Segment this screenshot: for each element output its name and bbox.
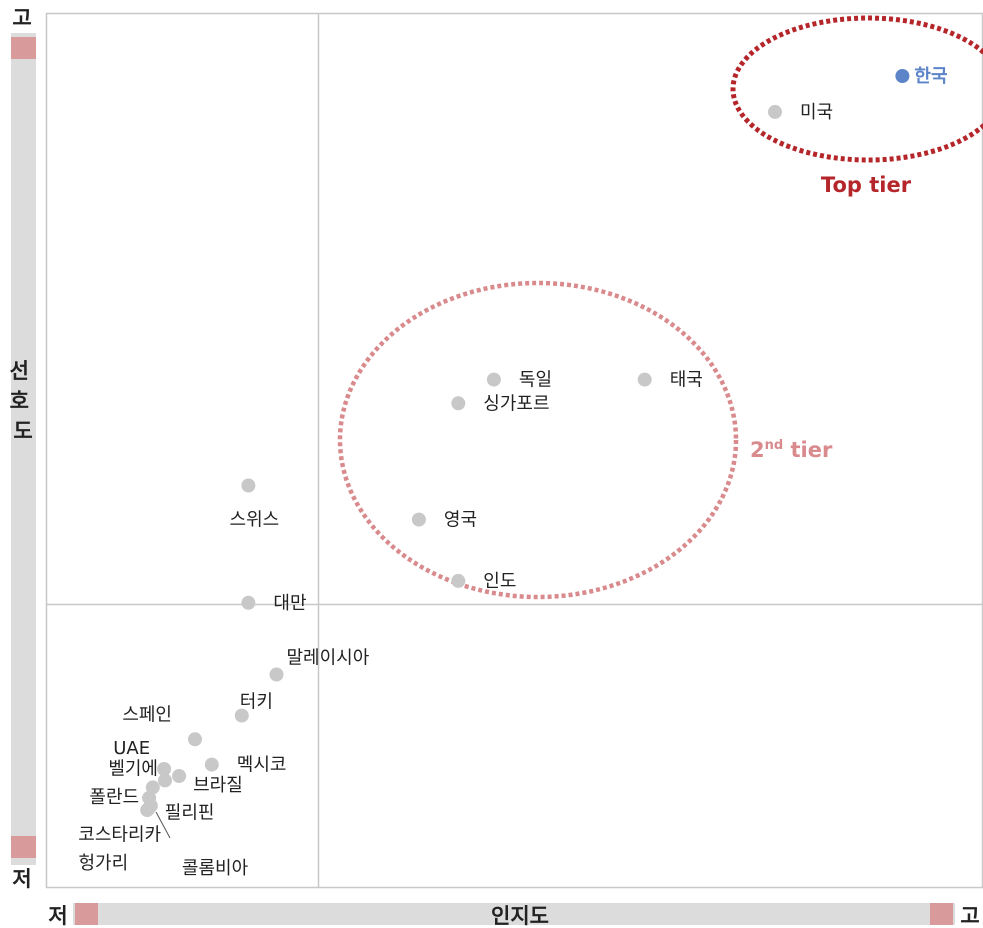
point-12 [204, 757, 219, 772]
y-axis-bar [11, 33, 36, 865]
point-0 [895, 69, 910, 83]
point-8 [241, 595, 256, 610]
point-label-5: 스위스 [230, 510, 280, 531]
point-label-1: 미국 [800, 102, 833, 123]
point-label-8: 대만 [273, 593, 306, 614]
x-axis-high-marker [930, 903, 953, 925]
second-tier-label: 2nd tier [750, 438, 833, 462]
x-axis-title: 인지도 [491, 904, 549, 928]
second-tier-ellipse [337, 280, 739, 600]
x-axis-bar [73, 903, 955, 925]
point-label-18: 콜롬비아 [182, 858, 249, 879]
point-6 [411, 512, 426, 527]
point-3 [486, 372, 501, 387]
top-tier-ellipse [730, 15, 983, 163]
point-label-12: 멕시코 [237, 755, 287, 776]
point-label-15: 벨기에 [108, 758, 158, 779]
point-label-17: 폴란드 [89, 787, 139, 808]
point-10 [234, 708, 249, 723]
plot-frame [45, 12, 983, 889]
point-4 [451, 396, 466, 411]
point-20 [140, 803, 155, 818]
point-label-20: 헝가리 [79, 853, 129, 874]
y-high-label: 고 [12, 6, 31, 30]
point-label-11: 스페인 [122, 704, 172, 725]
point-15 [158, 773, 172, 788]
point-5 [241, 478, 256, 493]
point-label-9: 말레이시아 [287, 648, 370, 669]
y-axis-title: 선 호 도 [10, 359, 37, 443]
point-label-3: 독일 [519, 370, 552, 391]
y-axis-low-marker [11, 836, 36, 858]
point-label-13: UAE [113, 738, 150, 759]
point-9 [269, 667, 284, 682]
top-tier-label: Top tier [821, 173, 912, 197]
point-label-10: 터키 [240, 692, 273, 713]
point-14 [172, 769, 187, 783]
x-high-label: 고 [960, 904, 979, 928]
x-low-label: 저 [48, 904, 67, 928]
y-axis-high-marker [11, 37, 36, 59]
point-label-19: 코스타리카 [78, 824, 161, 845]
point-7 [451, 573, 466, 588]
point-label-7: 인도 [483, 571, 516, 592]
point-13 [157, 762, 172, 776]
point-16 [145, 780, 160, 795]
point-label-2: 태국 [670, 370, 703, 391]
point-2 [637, 372, 652, 387]
point-label-16: 필리핀 [165, 802, 215, 823]
point-label-14: 브라질 [193, 775, 243, 796]
point-label-0: 한국 [914, 66, 947, 87]
x-axis-low-marker [75, 903, 98, 925]
leader-line-colombia [155, 811, 171, 839]
point-label-4: 싱가포르 [483, 393, 549, 414]
y-low-label: 저 [12, 867, 31, 891]
point-1 [768, 104, 782, 119]
point-label-6: 영국 [444, 510, 477, 531]
point-11 [188, 732, 202, 747]
